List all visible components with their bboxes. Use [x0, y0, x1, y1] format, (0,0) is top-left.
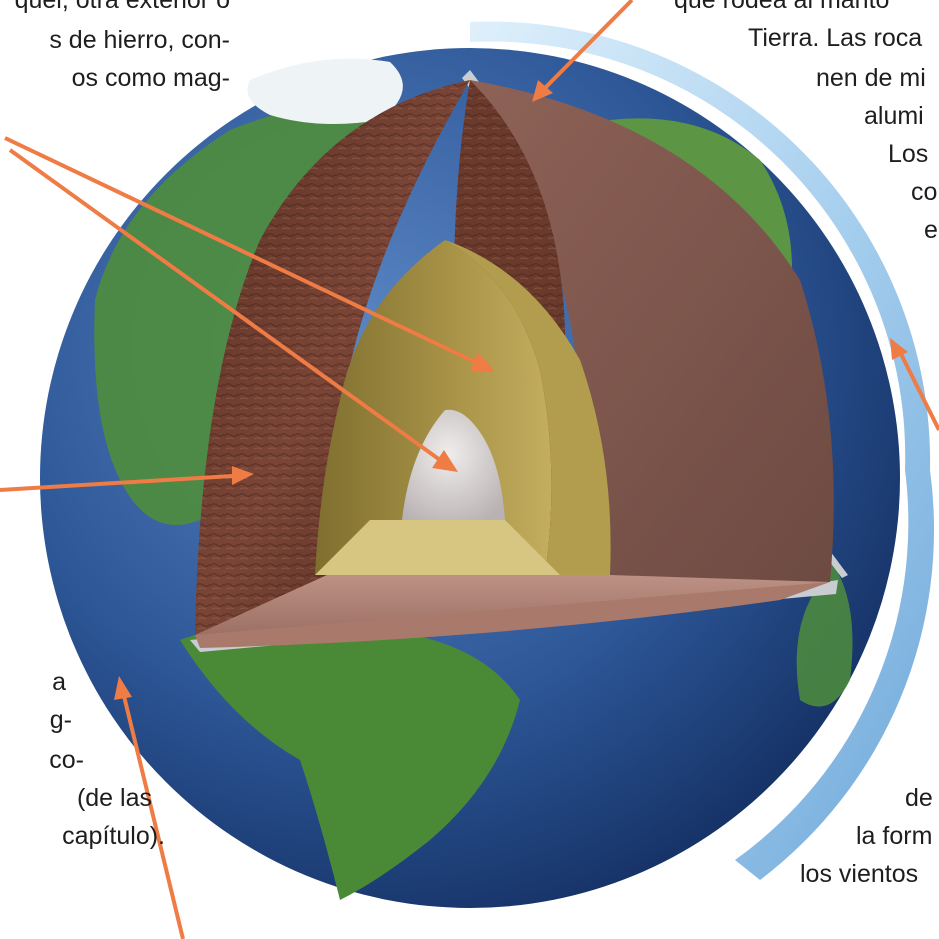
- text-right-bottom-line-3: los vientos: [800, 860, 919, 888]
- arrow-outer-core-head: [470, 352, 495, 372]
- greenland-ice: [247, 58, 403, 124]
- arrow-inner-core-head: [432, 450, 458, 472]
- text-left-bottom-line-2: g-: [49, 706, 72, 734]
- text-right-top-line-5: Los: [888, 140, 929, 168]
- cutaway-floor: [195, 560, 830, 635]
- arrow-atmosphere: [898, 351, 939, 431]
- text-left-bottom-line-3: co-: [49, 746, 84, 774]
- cutaway-floor-edge: [195, 582, 830, 648]
- arrow-crust: [543, 0, 634, 90]
- text-left-bottom-line-4: (de las: [76, 784, 152, 812]
- arrow-crust-head: [532, 80, 553, 102]
- text-left-top-line-1: quel, otra exterior o: [14, 0, 230, 14]
- text-right-top-line-3: nen de mi: [816, 64, 926, 92]
- text-right-top-line-2: Tierra. Las roca: [748, 24, 923, 52]
- text-right-bottom-line-1: de: [905, 784, 933, 812]
- africa-land: [796, 560, 853, 707]
- text-right-top-line-7: e: [924, 216, 938, 244]
- text-left-bottom-line-5: capítulo).: [62, 822, 165, 850]
- arrow-outer-core: [4, 136, 476, 364]
- text-right-top-line-1: que rodea al manto: [674, 0, 890, 14]
- text-left-top-line-3: os como mag-: [71, 64, 230, 92]
- arrow-mantle-head: [232, 466, 254, 485]
- inner-core-layer: [402, 409, 505, 520]
- text-right-top-line-6: co: [911, 178, 938, 206]
- arrow-hydrosphere: [122, 695, 185, 939]
- lower-mantle-face: [470, 80, 834, 582]
- arrow-hydrosphere-head: [114, 676, 132, 700]
- arrow-mantle: [0, 474, 233, 492]
- arrow-inner-core: [8, 148, 442, 462]
- text-left-bottom-line-1: a: [52, 668, 66, 696]
- text-left-top-line-2: s de hierro, con-: [49, 26, 230, 54]
- south-america-land: [180, 622, 520, 900]
- text-right-bottom-line-2: la form: [856, 822, 933, 850]
- arrow-atmosphere-head: [890, 338, 908, 360]
- text-right-top-line-4: alumi: [864, 102, 924, 130]
